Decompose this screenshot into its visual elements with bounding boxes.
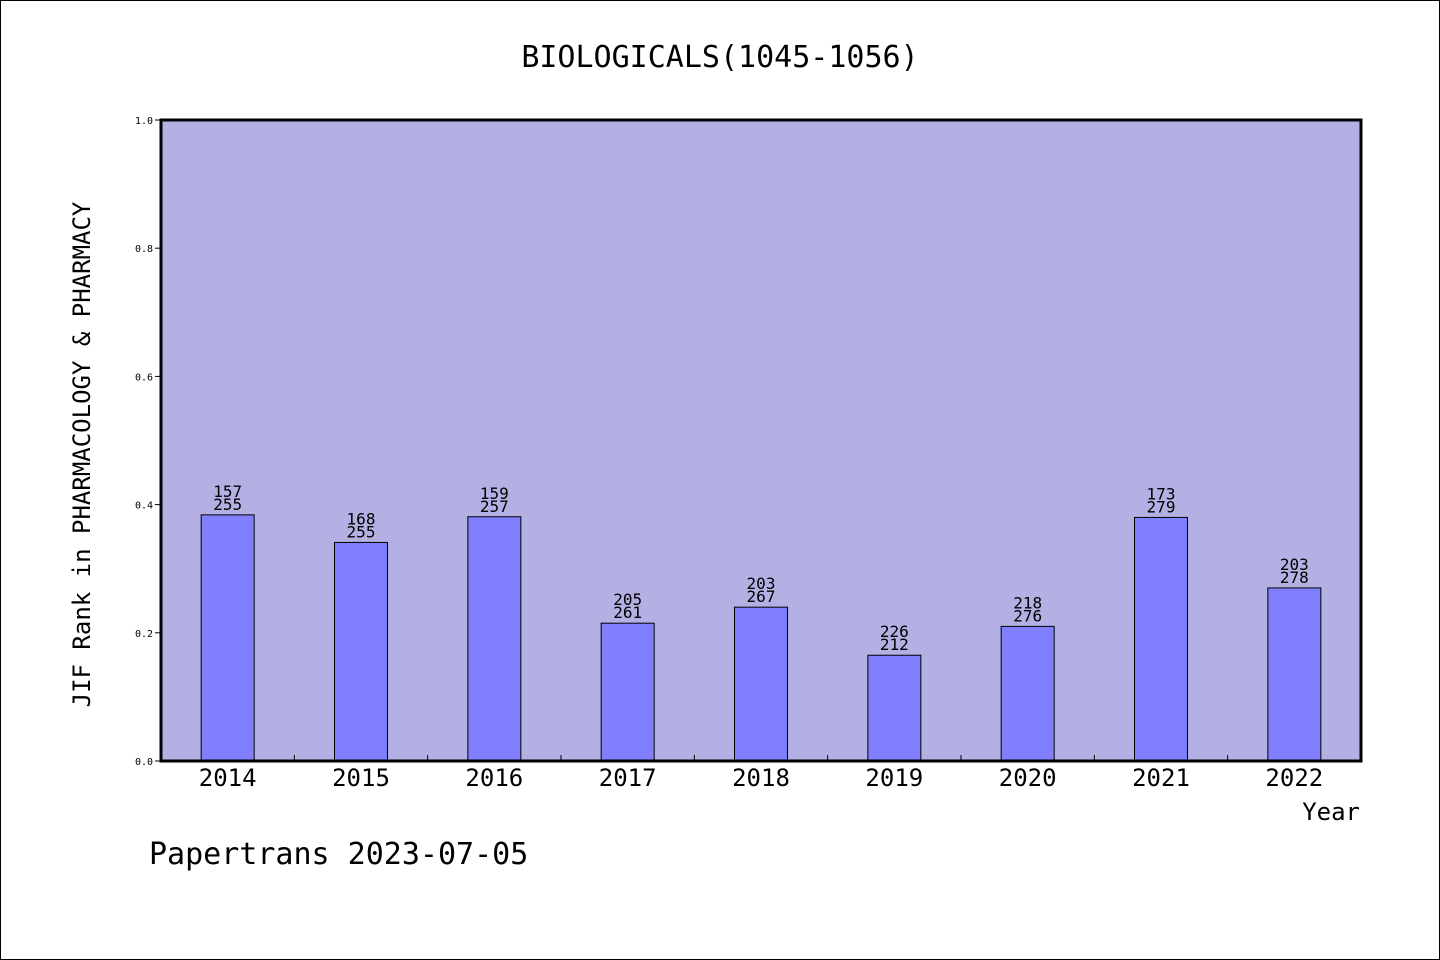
data-label-rank: 205 [613, 590, 642, 609]
data-label-total: 255 [213, 495, 242, 514]
footer-text: Papertrans 2023-07-05 [149, 837, 528, 872]
bar [334, 541, 388, 762]
x-tick-label: 2020 [999, 764, 1057, 792]
data-label-total: 212 [880, 635, 909, 654]
data-label-rank: 226 [880, 622, 909, 641]
bar [1134, 516, 1188, 762]
data-label-rank: 168 [347, 509, 376, 528]
bar [600, 622, 655, 762]
data-labels-group: 1572551682551592572052612032672262122182… [213, 482, 1309, 654]
y-tick-label: 0.4 [135, 501, 153, 512]
x-tick-label: 2021 [1132, 764, 1190, 792]
data-label-total: 276 [1013, 606, 1042, 625]
y-axis: 0.0 0.2 0.4 0.6 0.8 1.0 [135, 116, 161, 768]
y-tick-label: 0.8 [135, 244, 153, 255]
data-label-rank: 157 [213, 482, 242, 501]
x-tick-label: 2016 [465, 764, 523, 792]
data-label-rank: 159 [480, 484, 509, 503]
data-label-total: 257 [480, 497, 509, 516]
bars-group [200, 514, 1322, 762]
y-tick-label: 0.2 [135, 629, 153, 640]
data-label-total: 267 [747, 587, 776, 606]
x-tick-label: 2022 [1265, 764, 1323, 792]
data-label-total: 279 [1147, 497, 1176, 516]
data-label-rank: 173 [1147, 484, 1176, 503]
bar [200, 514, 255, 762]
data-label-rank: 203 [747, 574, 776, 593]
bar [467, 516, 522, 762]
data-label-rank: 218 [1013, 593, 1042, 612]
x-tick-label: 2018 [732, 764, 790, 792]
x-axis: 2014 2015 2016 2017 2018 2019 2020 2021 2022 [199, 755, 1323, 792]
x-tick-label: 2014 [199, 764, 257, 792]
data-label-total: 278 [1280, 568, 1309, 587]
x-tick-label: 2019 [865, 764, 923, 792]
bar [734, 606, 788, 762]
y-axis-label: JIF Rank in PHARMACOLOGY & PHARMACY [68, 201, 96, 707]
bar [1000, 625, 1055, 762]
x-axis-label: Year [1302, 798, 1360, 826]
y-tick-label: 0.0 [135, 757, 153, 768]
y-tick-label: 1.0 [135, 116, 153, 127]
x-tick-label: 2017 [599, 764, 657, 792]
data-label-total: 261 [613, 603, 642, 622]
chart-title: BIOLOGICALS(1045-1056) [521, 40, 918, 75]
plot-border [159, 118, 1363, 763]
x-tick-label: 2015 [332, 764, 390, 792]
data-label-total: 255 [347, 522, 376, 541]
data-label-rank: 203 [1280, 555, 1309, 574]
bar [867, 654, 922, 762]
y-tick-label: 0.6 [135, 372, 153, 383]
bar [1267, 587, 1322, 762]
